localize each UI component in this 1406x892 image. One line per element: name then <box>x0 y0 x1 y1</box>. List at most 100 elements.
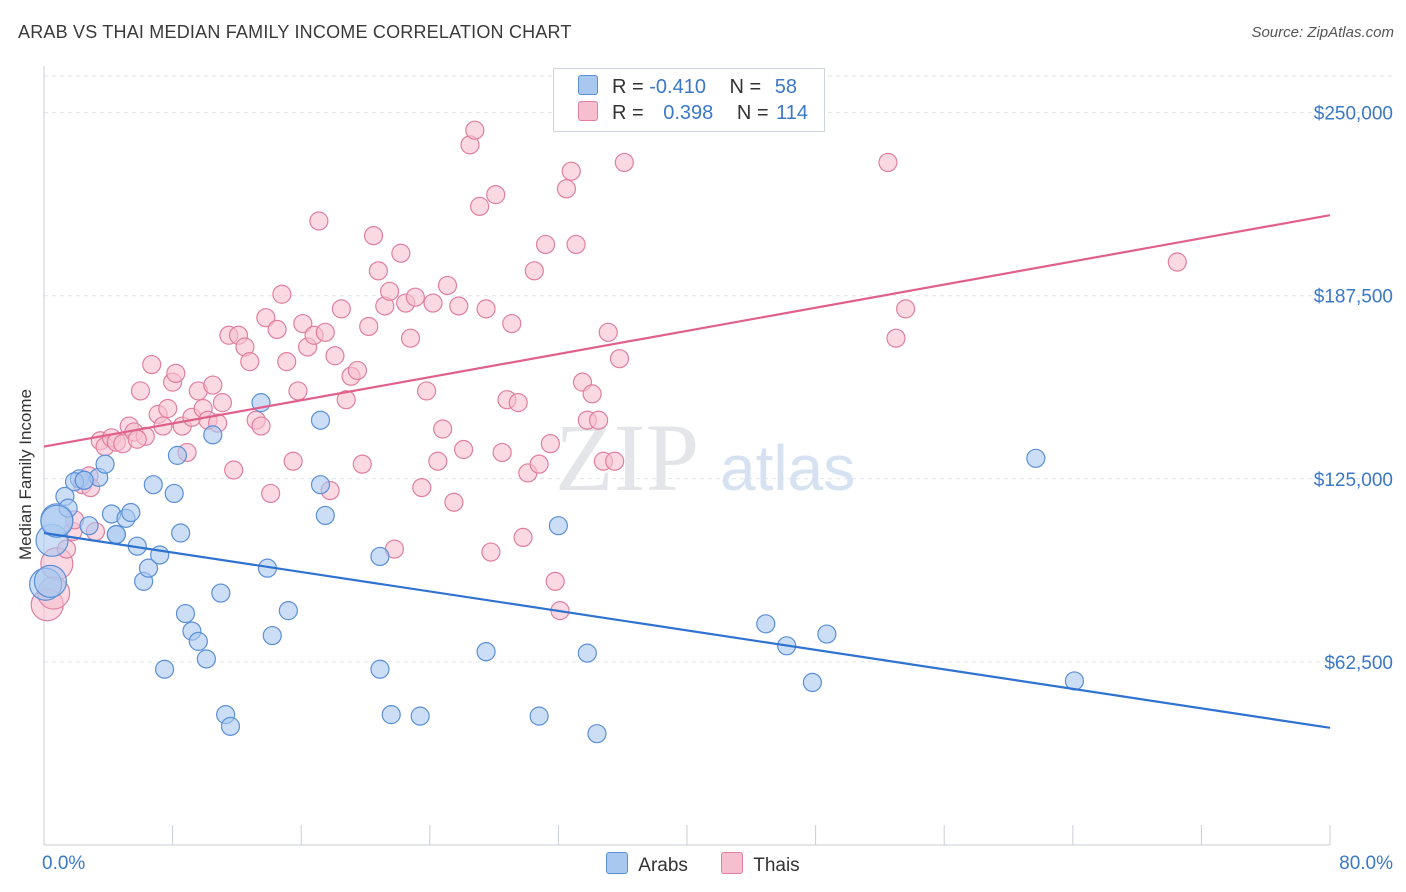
legend-swatch-arabs <box>606 852 629 874</box>
point-arabs-45 <box>548 516 569 536</box>
x-tick-label-0: 0.0% <box>42 853 85 874</box>
point-thais-63 <box>391 243 411 263</box>
legend-n-value-arabs: 58 <box>774 76 798 98</box>
point-arabs-48 <box>756 614 776 634</box>
point-arabs-40 <box>370 659 390 679</box>
legend-item-arabs[interactable]: Arabs <box>606 852 688 877</box>
point-arabs-34 <box>262 625 282 646</box>
point-arabs-38 <box>315 505 335 526</box>
point-thais-94 <box>556 179 577 199</box>
point-thais-84 <box>502 313 522 334</box>
point-thais-82 <box>492 442 512 463</box>
series-legend: Arabs Thais <box>0 852 1406 877</box>
point-thais-65 <box>400 328 421 348</box>
point-arabs-47 <box>587 724 607 744</box>
legend-row-thais: R = 0.398 N = 114 <box>578 101 808 127</box>
point-thais-74 <box>449 296 469 316</box>
point-thais-53 <box>336 390 356 410</box>
legend-r-label: R = <box>612 102 644 124</box>
point-thais-14 <box>130 381 151 401</box>
point-thais-61 <box>380 281 400 301</box>
point-thais-21 <box>166 363 186 383</box>
watermark-atlas: atlas <box>720 432 855 504</box>
point-thais-44 <box>288 381 308 401</box>
chart-source: Source: ZipAtlas.com <box>1251 24 1394 41</box>
point-arabs-14 <box>121 502 141 523</box>
point-arabs-28 <box>203 425 223 445</box>
x-tick-labels: 0.0% 80.0% <box>42 853 1393 874</box>
point-thais-71 <box>433 419 453 439</box>
legend-swatch-thais <box>721 852 744 874</box>
point-thais-35 <box>240 352 260 372</box>
point-thais-51 <box>325 346 345 366</box>
point-thais-67 <box>412 477 432 498</box>
point-thais-52 <box>331 299 351 319</box>
point-arabs-27 <box>196 649 216 669</box>
point-thais-79 <box>476 299 496 319</box>
point-arabs-20 <box>154 659 175 679</box>
legend-n-label: N = <box>729 76 762 98</box>
point-thais-81 <box>486 185 506 205</box>
point-arabs-42 <box>410 706 430 726</box>
point-thais-32 <box>224 460 244 480</box>
axes <box>43 66 1331 846</box>
point-thais-56 <box>352 454 372 474</box>
point-arabs-46 <box>577 643 597 663</box>
legend-r-value-thais: 0.398 <box>663 102 714 124</box>
legend-item-thais[interactable]: Thais <box>721 852 800 877</box>
point-thais-16 <box>142 354 162 375</box>
trend-line-arabs <box>43 531 1331 729</box>
point-arabs-57 <box>40 504 74 538</box>
trend-lines <box>43 214 1331 729</box>
point-thais-40 <box>267 319 287 340</box>
legend-label-thais: Thais <box>753 855 800 876</box>
point-thais-70 <box>428 451 448 471</box>
point-thais-37 <box>251 416 271 436</box>
trend-line-thais <box>43 214 1331 448</box>
point-arabs-29 <box>211 583 231 603</box>
point-thais-99 <box>582 384 602 404</box>
point-thais-66 <box>405 287 425 307</box>
point-arabs-35 <box>278 601 298 621</box>
point-thais-42 <box>277 352 297 372</box>
point-thais-68 <box>416 381 437 401</box>
legend-r-label: R = <box>612 76 644 98</box>
point-arabs-17 <box>143 475 163 495</box>
point-thais-75 <box>453 439 474 460</box>
point-thais-106 <box>878 152 898 173</box>
point-thais-77 <box>465 120 485 140</box>
point-arabs-26 <box>188 631 208 651</box>
point-arabs-44 <box>529 706 549 726</box>
point-thais-58 <box>363 226 384 246</box>
point-arabs-50 <box>802 672 822 693</box>
point-thais-57 <box>359 316 379 337</box>
point-arabs-9 <box>95 454 115 474</box>
point-thais-59 <box>368 261 388 281</box>
y-tick-label-2: $187,500 <box>1314 287 1393 308</box>
point-thais-85 <box>508 393 528 413</box>
point-thais-100 <box>588 410 609 430</box>
y-tick-labels: $62,500 $125,000 $187,500 $250,000 <box>1314 104 1393 674</box>
point-arabs-41 <box>381 705 401 725</box>
point-arabs-39 <box>370 546 390 567</box>
point-thais-107 <box>886 328 906 348</box>
point-thais-73 <box>444 492 464 512</box>
point-thais-92 <box>545 571 565 591</box>
point-thais-72 <box>437 275 458 296</box>
watermark: ZIP atlas <box>555 404 855 511</box>
point-arabs-55 <box>106 524 126 545</box>
point-arabs-36 <box>310 410 331 430</box>
point-thais-88 <box>524 261 544 281</box>
point-thais-109 <box>1167 252 1187 272</box>
point-thais-30 <box>212 393 233 413</box>
point-arabs-54 <box>33 564 68 598</box>
y-tick-label-3: $250,000 <box>1314 104 1393 125</box>
y-tick-label-0: $62,500 <box>1324 653 1393 674</box>
point-arabs-18 <box>138 558 159 578</box>
point-thais-96 <box>566 234 586 255</box>
point-thais-45 <box>293 313 313 334</box>
point-thais-19 <box>158 398 178 419</box>
point-thais-55 <box>347 360 368 381</box>
point-thais-38 <box>256 308 276 328</box>
point-thais-86 <box>513 527 533 548</box>
